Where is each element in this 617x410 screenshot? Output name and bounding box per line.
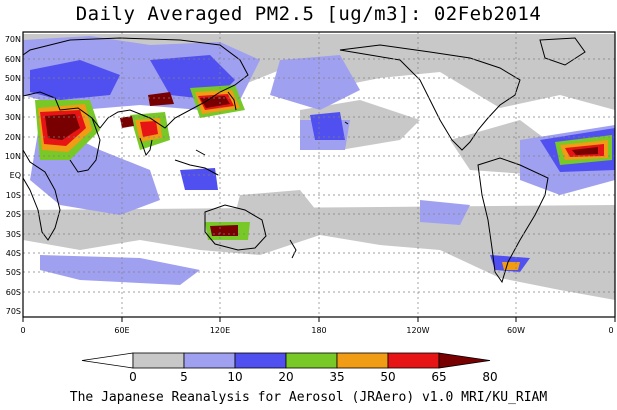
lat-label: 30S <box>6 230 21 239</box>
map-title: Daily Averaged PM2.5 [ug/m3]: 02Feb2014 <box>75 3 542 25</box>
pm25-field-blue <box>30 55 615 272</box>
colorbar-label: 5 <box>180 370 188 384</box>
lon-label: 0 <box>20 326 25 335</box>
lon-label: 120W <box>406 326 429 335</box>
lat-label: 70N <box>5 35 21 44</box>
lat-label: 60N <box>5 55 21 64</box>
axis-ticks <box>22 317 616 322</box>
colorbar-label: 50 <box>380 370 395 384</box>
colorbar-swatch <box>132 352 185 369</box>
colorbar-label: 10 <box>227 370 242 384</box>
lat-label: 50S <box>6 268 21 277</box>
lon-label: 60W <box>507 326 525 335</box>
colorbar-labels: 0 5 10 20 35 50 65 80 <box>129 370 497 384</box>
colorbar-label: 20 <box>278 370 293 384</box>
colorbar-label: 0 <box>129 370 137 384</box>
attribution-footer: The Japanese Reanalysis for Aerosol (JRA… <box>69 390 548 405</box>
colorbar-swatch <box>438 352 491 369</box>
colorbar-label: 80 <box>482 370 497 384</box>
colorbar-swatch <box>387 352 440 369</box>
lat-label: EQ <box>10 171 21 180</box>
pm25-field-darkred <box>45 92 598 236</box>
colorbar-swatch <box>285 352 338 369</box>
longitude-labels: 0 60E 120E 180 120W 60W 0 <box>20 326 613 335</box>
lon-label: 60E <box>114 326 129 335</box>
colorbar-swatch <box>336 352 389 369</box>
lat-label: 70S <box>6 307 21 316</box>
colorbar-swatch <box>183 352 236 369</box>
lat-label: 60S <box>6 288 21 297</box>
lon-label: 0 <box>608 326 613 335</box>
lat-label: 40N <box>5 94 21 103</box>
colorbar-label: 65 <box>431 370 446 384</box>
colorbar <box>81 352 491 369</box>
colorbar-label: 35 <box>329 370 344 384</box>
coastlines <box>23 37 586 284</box>
lat-label: 10N <box>5 152 21 161</box>
colorbar-swatch <box>81 352 134 369</box>
colorbar-swatch <box>234 352 287 369</box>
graticule <box>23 32 615 317</box>
lat-label: 50N <box>5 74 21 83</box>
lat-label: 20N <box>5 133 21 142</box>
lat-label: 40S <box>6 249 21 258</box>
lon-label: 180 <box>311 326 326 335</box>
lat-label: 10S <box>6 191 21 200</box>
latitude-labels: 70N 60N 50N 40N 30N 20N 10N EQ 10S 20S 3… <box>5 35 21 316</box>
lat-label: 30N <box>5 113 21 122</box>
lat-label: 20S <box>6 210 21 219</box>
lon-label: 120E <box>210 326 230 335</box>
